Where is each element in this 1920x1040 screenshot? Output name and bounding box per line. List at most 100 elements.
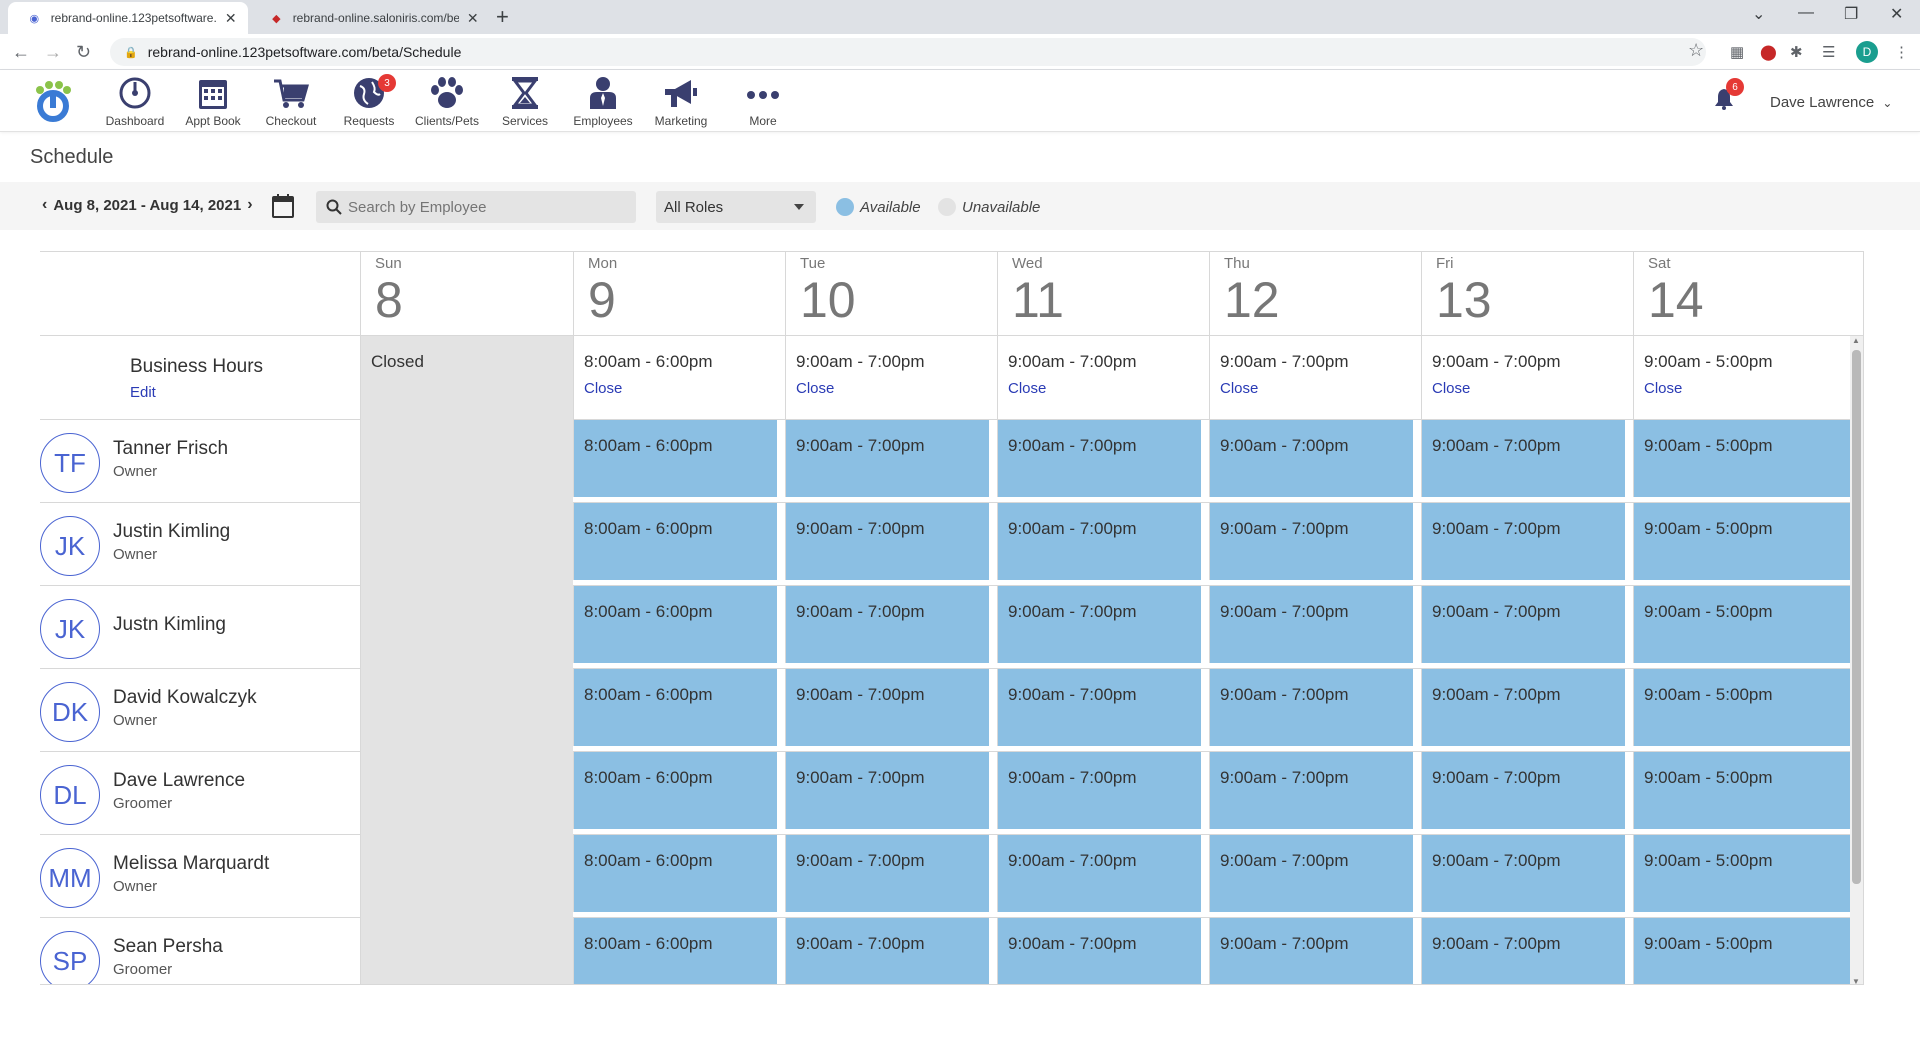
shift-cell[interactable]: 8:00am - 6:00pm	[573, 669, 777, 746]
edit-business-hours-link[interactable]: Edit	[130, 384, 156, 401]
scroll-down-icon[interactable]: ▼	[1852, 977, 1860, 985]
shift-cell[interactable]: 9:00am - 7:00pm	[1209, 420, 1413, 497]
calendar-icon[interactable]	[272, 194, 294, 218]
shift-cell[interactable]: 9:00am - 7:00pm	[1209, 586, 1413, 663]
employee-name[interactable]: David Kowalczyk	[113, 687, 257, 708]
business-hours-cell[interactable]: 9:00am - 5:00pm Close	[1633, 336, 1850, 420]
shift-cell[interactable]: 8:00am - 6:00pm	[573, 420, 777, 497]
shift-cell[interactable]: 8:00am - 6:00pm	[573, 503, 777, 580]
unavailable-cell[interactable]	[360, 835, 573, 918]
close-window-icon[interactable]: ✕	[1890, 6, 1904, 23]
new-tab-icon[interactable]: +	[496, 4, 509, 29]
close-day-link[interactable]: Close	[584, 380, 623, 397]
bookmark-star-icon[interactable]: ☆	[1688, 40, 1705, 60]
shift-cell[interactable]: 9:00am - 7:00pm	[1209, 918, 1413, 984]
grid-scrollbar[interactable]: ▲ ▼	[1850, 336, 1863, 985]
close-day-link[interactable]: Close	[1008, 380, 1047, 397]
shift-cell[interactable]: 9:00am - 7:00pm	[1421, 586, 1625, 663]
close-day-link[interactable]: Close	[1432, 380, 1471, 397]
unavailable-cell[interactable]	[360, 420, 573, 503]
roles-select[interactable]: All Roles	[656, 191, 816, 223]
shift-cell[interactable]: 9:00am - 7:00pm	[1209, 503, 1413, 580]
unavailable-cell[interactable]	[360, 503, 573, 586]
shift-cell[interactable]: 9:00am - 5:00pm	[1633, 752, 1850, 829]
notifications-button[interactable]: 6	[1714, 78, 1744, 115]
shift-cell[interactable]: 9:00am - 7:00pm	[1209, 669, 1413, 746]
shift-cell[interactable]: 8:00am - 6:00pm	[573, 586, 777, 663]
app-logo[interactable]	[32, 80, 74, 124]
shift-cell[interactable]: 9:00am - 7:00pm	[997, 420, 1201, 497]
shift-cell[interactable]: 9:00am - 7:00pm	[997, 752, 1201, 829]
shift-cell[interactable]: 9:00am - 5:00pm	[1633, 669, 1850, 746]
shift-cell[interactable]: 9:00am - 7:00pm	[785, 503, 989, 580]
shift-cell[interactable]: 9:00am - 5:00pm	[1633, 503, 1850, 580]
shift-cell[interactable]: 8:00am - 6:00pm	[573, 752, 777, 829]
shift-cell[interactable]: 9:00am - 7:00pm	[1421, 669, 1625, 746]
shift-cell[interactable]: 8:00am - 6:00pm	[573, 835, 777, 912]
employee-name[interactable]: Justn Kimling	[113, 614, 226, 635]
business-hours-cell[interactable]: 9:00am - 7:00pm Close	[997, 336, 1209, 420]
search-input[interactable]	[348, 198, 618, 216]
nav-dashboard[interactable]: Dashboard	[96, 74, 174, 130]
shift-cell[interactable]: 9:00am - 7:00pm	[785, 918, 989, 984]
shift-cell[interactable]: 9:00am - 7:00pm	[1421, 752, 1625, 829]
close-tab-icon[interactable]: ✕	[466, 9, 479, 26]
shift-cell[interactable]: 9:00am - 7:00pm	[785, 586, 989, 663]
nav-marketing[interactable]: Marketing	[642, 74, 720, 130]
puzzle-icon[interactable]: ✱	[1790, 44, 1803, 61]
minimize-icon[interactable]: —	[1798, 4, 1814, 21]
extension-icon[interactable]: ▦	[1730, 44, 1745, 61]
shift-cell[interactable]: 9:00am - 7:00pm	[997, 835, 1201, 912]
nav-checkout[interactable]: Checkout	[252, 74, 330, 130]
close-tab-icon[interactable]: ✕	[224, 9, 237, 26]
user-menu[interactable]: Dave Lawrence ⌄	[1770, 94, 1892, 111]
scrollbar-thumb[interactable]	[1852, 350, 1861, 884]
shift-cell[interactable]: 9:00am - 5:00pm	[1633, 586, 1850, 663]
shift-cell[interactable]: 9:00am - 5:00pm	[1633, 420, 1850, 497]
nav-services[interactable]: Services	[486, 74, 564, 130]
reading-list-icon[interactable]: ☰	[1822, 44, 1836, 61]
shift-cell[interactable]: 9:00am - 7:00pm	[997, 586, 1201, 663]
browser-tab[interactable]: ◆ rebrand-online.saloniris.com/bet ✕	[250, 2, 490, 34]
unavailable-cell[interactable]	[360, 918, 573, 984]
shift-cell[interactable]: 9:00am - 7:00pm	[1421, 835, 1625, 912]
close-day-link[interactable]: Close	[796, 380, 835, 397]
unavailable-cell[interactable]	[360, 669, 573, 752]
unavailable-cell[interactable]	[360, 586, 573, 669]
scroll-up-icon[interactable]: ▲	[1852, 336, 1860, 345]
shift-cell[interactable]: 9:00am - 7:00pm	[785, 835, 989, 912]
shift-cell[interactable]: 9:00am - 5:00pm	[1633, 835, 1850, 912]
shift-cell[interactable]: 9:00am - 7:00pm	[1209, 752, 1413, 829]
business-hours-cell[interactable]: 9:00am - 7:00pm Close	[785, 336, 997, 420]
nav-more[interactable]: More	[724, 74, 802, 130]
tab-search-icon[interactable]: ⌄	[1752, 6, 1766, 23]
url-field[interactable]: 🔒 rebrand-online.123petsoftware.com/beta…	[110, 38, 1706, 66]
maximize-icon[interactable]: ❐	[1844, 6, 1859, 23]
shift-cell[interactable]: 8:00am - 6:00pm	[573, 918, 777, 984]
reload-icon[interactable]: ↻	[76, 42, 92, 62]
shift-cell[interactable]: 9:00am - 7:00pm	[1421, 420, 1625, 497]
shift-cell[interactable]: 9:00am - 7:00pm	[785, 752, 989, 829]
business-hours-cell[interactable]: 9:00am - 7:00pm Close	[1421, 336, 1633, 420]
shift-cell[interactable]: 9:00am - 5:00pm	[1633, 918, 1850, 984]
shift-cell[interactable]: 9:00am - 7:00pm	[1421, 503, 1625, 580]
shift-cell[interactable]: 9:00am - 7:00pm	[1421, 918, 1625, 984]
nav-clients-pets[interactable]: Clients/Pets	[408, 74, 486, 130]
chevron-right-icon[interactable]: ›	[247, 196, 253, 213]
profile-avatar[interactable]: D	[1856, 41, 1878, 63]
close-day-link[interactable]: Close	[1644, 380, 1683, 397]
employee-name[interactable]: Melissa Marquardt	[113, 853, 270, 874]
business-hours-cell[interactable]: 8:00am - 6:00pm Close	[573, 336, 785, 420]
chevron-left-icon[interactable]: ‹	[42, 196, 48, 213]
employee-name[interactable]: Justin Kimling	[113, 521, 231, 542]
employee-name[interactable]: Tanner Frisch	[113, 438, 229, 459]
back-icon[interactable]: ←	[12, 42, 30, 62]
shift-cell[interactable]: 9:00am - 7:00pm	[997, 918, 1201, 984]
opera-extension-icon[interactable]: ⬤	[1760, 44, 1777, 61]
employee-name[interactable]: Sean Persha	[113, 936, 223, 957]
browser-tab-active[interactable]: ◉ rebrand-online.123petsoftware.c ✕	[8, 2, 248, 34]
forward-icon[interactable]: →	[44, 42, 62, 62]
nav-requests[interactable]: Requests 3	[330, 74, 408, 130]
unavailable-cell[interactable]	[360, 752, 573, 835]
shift-cell[interactable]: 9:00am - 7:00pm	[997, 503, 1201, 580]
